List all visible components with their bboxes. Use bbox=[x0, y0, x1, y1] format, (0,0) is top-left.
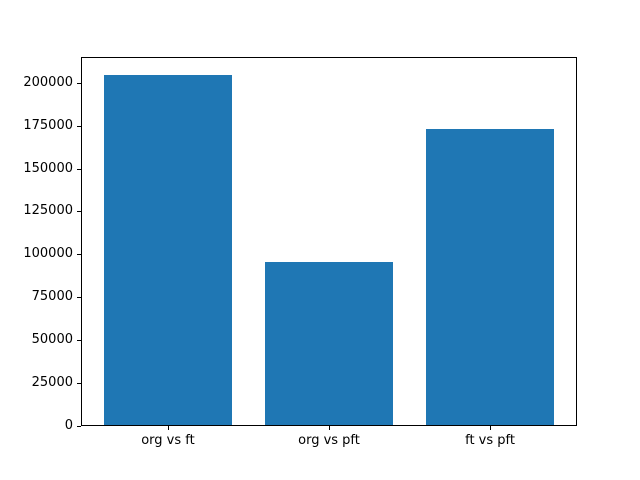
y-tick-mark bbox=[77, 426, 81, 427]
x-tick-mark bbox=[490, 426, 492, 430]
x-tick-label: org vs ft bbox=[141, 433, 195, 448]
y-tick-mark bbox=[77, 168, 81, 170]
x-tick-label: ft vs pft bbox=[465, 433, 515, 448]
y-tick-label: 125000 bbox=[23, 203, 73, 219]
x-tick-mark bbox=[167, 426, 169, 430]
bar-org-vs-ft bbox=[103, 75, 233, 425]
y-tick-label: 50000 bbox=[31, 332, 73, 348]
y-tick-label: 150000 bbox=[23, 160, 73, 176]
y-tick-label: 200000 bbox=[23, 74, 73, 90]
y-tick-mark bbox=[77, 254, 81, 256]
y-tick-label: 25000 bbox=[31, 375, 73, 391]
y-tick-mark bbox=[77, 340, 81, 342]
x-tick-label: org vs pft bbox=[298, 433, 360, 448]
y-tick-mark bbox=[77, 125, 81, 127]
y-tick-label: 100000 bbox=[23, 246, 73, 262]
x-tick-mark bbox=[329, 426, 330, 430]
y-tick-mark bbox=[77, 383, 81, 385]
bar-ft-vs-pft bbox=[425, 129, 555, 425]
y-tick-label: 175000 bbox=[23, 117, 73, 133]
y-tick-mark bbox=[77, 211, 81, 213]
y-tick-label: 0 bbox=[64, 418, 73, 433]
y-tick-mark bbox=[77, 82, 81, 84]
bar-org-vs-pft bbox=[264, 262, 394, 425]
y-tick-label: 75000 bbox=[31, 289, 73, 305]
y-tick-mark bbox=[77, 297, 81, 299]
